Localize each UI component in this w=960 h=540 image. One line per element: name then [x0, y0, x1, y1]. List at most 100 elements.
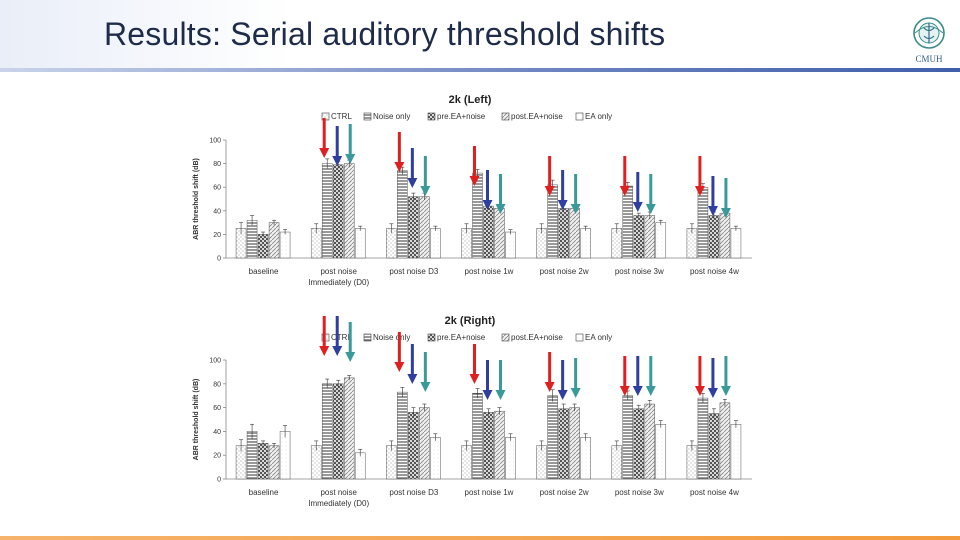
y-axis-label: ABR threshold shift (dB)	[193, 158, 200, 240]
x-tick-label: post noise D3	[389, 267, 438, 276]
legend-entry: CTRL	[331, 112, 352, 121]
y-tick-label: 100	[209, 138, 221, 145]
bar	[558, 408, 569, 480]
legend-swatch	[363, 333, 372, 342]
legend-swatch	[427, 333, 436, 342]
annotation-arrow	[345, 124, 356, 164]
bar	[494, 410, 505, 480]
annotation-arrow	[720, 178, 731, 218]
annotation-arrow	[570, 358, 581, 398]
annotation-arrow	[544, 352, 555, 392]
header-background	[0, 0, 960, 70]
bar	[730, 228, 742, 259]
legend-entry: EA only	[585, 112, 612, 121]
legend-swatch	[501, 333, 510, 342]
annotation-arrow	[570, 174, 581, 214]
annotation-arrow	[469, 146, 480, 186]
bar	[268, 445, 280, 480]
x-tick-label: post noise 1w	[465, 488, 514, 497]
x-tick-label: post noise 4w	[690, 267, 739, 276]
legend-swatch	[575, 112, 584, 121]
x-tick-label: post noise D3	[389, 488, 438, 497]
annotation-arrow	[694, 356, 705, 396]
y-tick-label: 80	[213, 161, 221, 168]
bar	[472, 393, 483, 480]
bar	[644, 403, 656, 480]
annotation-arrow	[420, 156, 431, 196]
slide-title: Results: Serial auditory threshold shift…	[104, 16, 666, 52]
annotation-arrow	[632, 356, 643, 396]
bar	[697, 186, 709, 259]
bar	[408, 196, 419, 259]
legend-entry: pre.EA+noise	[437, 333, 486, 342]
y-tick-label: 100	[209, 358, 221, 365]
x-tick-label: post noise 3w	[615, 267, 664, 276]
x-tick-label: Immediately (D0)	[308, 278, 369, 287]
legend-swatch	[363, 112, 372, 121]
annotation-arrow	[482, 360, 493, 400]
bar	[397, 391, 408, 480]
cmuh-logo-icon: CMUH	[913, 17, 945, 64]
annotation-arrow	[707, 358, 718, 398]
bar	[343, 377, 355, 480]
legend-entry: post.EA+noise	[511, 112, 563, 121]
bar	[536, 445, 547, 480]
annotation-arrow	[557, 360, 568, 400]
bar	[494, 208, 505, 259]
bar	[332, 164, 344, 259]
annotation-arrow	[619, 156, 630, 196]
legend-swatch	[575, 333, 584, 342]
annotation-arrow	[495, 360, 506, 400]
y-tick-label: 80	[213, 381, 221, 388]
x-tick-label: post noise 2w	[540, 488, 589, 497]
legend-entry: pre.EA+noise	[437, 112, 486, 121]
annotation-arrow	[645, 356, 656, 396]
legend-entry: Noise only	[373, 333, 410, 342]
bar	[246, 219, 258, 259]
bar	[655, 222, 667, 259]
bar	[483, 412, 494, 480]
bar	[257, 443, 269, 480]
bar	[268, 222, 280, 259]
bar	[461, 445, 472, 480]
bar	[622, 395, 634, 480]
bar	[580, 437, 591, 480]
x-tick-label: post noise 1w	[465, 267, 514, 276]
bar	[310, 445, 322, 480]
bar	[332, 383, 344, 480]
annotation-arrow	[707, 176, 718, 216]
bar	[505, 437, 516, 480]
x-tick-label: baseline	[249, 267, 279, 276]
annotation-arrow	[544, 156, 555, 196]
x-tick-label: post noise	[320, 488, 357, 497]
bar	[547, 395, 558, 480]
footer-rule	[0, 536, 960, 540]
y-tick-label: 0	[217, 477, 221, 484]
bar	[622, 185, 634, 259]
x-tick-label: baseline	[249, 488, 279, 497]
annotation-arrow	[394, 332, 405, 372]
bar	[408, 412, 419, 480]
x-tick-label: post noise 4w	[690, 488, 739, 497]
bar	[708, 413, 720, 480]
logo-text: CMUH	[915, 54, 943, 64]
bar	[321, 383, 333, 480]
legend-entry: CTRL	[331, 333, 352, 342]
bar	[483, 205, 494, 259]
chart-title: 2k (Right)	[445, 315, 496, 327]
bar	[569, 407, 580, 480]
bar	[708, 215, 720, 259]
bar	[279, 231, 291, 259]
y-tick-label: 60	[213, 185, 221, 192]
bar	[419, 407, 430, 480]
annotation-arrow	[645, 174, 656, 214]
bar	[644, 215, 656, 259]
x-tick-label: Immediately (D0)	[308, 499, 369, 508]
bar	[547, 184, 558, 259]
bar	[386, 445, 397, 480]
annotation-arrow	[319, 118, 330, 158]
bar	[611, 445, 623, 480]
annotation-arrow	[394, 132, 405, 172]
x-tick-label: post noise 3w	[615, 488, 664, 497]
